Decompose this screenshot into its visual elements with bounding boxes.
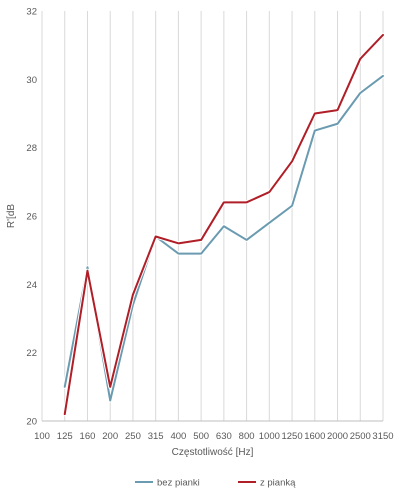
x-tick-label-1250: 1250 bbox=[281, 431, 302, 442]
x-tick-label-160: 160 bbox=[80, 431, 96, 442]
x-tick-label-800: 800 bbox=[239, 431, 255, 442]
series-line-2 bbox=[63, 33, 384, 416]
y-tick-labels: 20 22 24 26 28 30 32 bbox=[26, 7, 37, 428]
x-tick-label-100: 100 bbox=[34, 431, 50, 442]
x-tick-label-125: 125 bbox=[57, 431, 73, 442]
y-tick-label-28: 28 bbox=[26, 143, 37, 154]
y-tick-label-32: 32 bbox=[26, 7, 37, 18]
legend-label-2: z pianką bbox=[260, 478, 296, 489]
x-axis-title: Częstotliwość [Hz] bbox=[172, 447, 254, 458]
x-tick-labels: 100 125 160 200 250 315 400 500 630 800 1000 1250 16… bbox=[34, 431, 394, 442]
x-tick-label-630: 630 bbox=[216, 431, 232, 442]
x-tick-label-3150: 3150 bbox=[372, 431, 393, 442]
legend-label-1: bez pianki bbox=[157, 478, 200, 489]
x-tick-label-1000: 1000 bbox=[259, 431, 280, 442]
y-axis-title: R'[dB bbox=[6, 204, 17, 228]
x-tick-label-1600: 1600 bbox=[304, 431, 325, 442]
y-tick-label-26: 26 bbox=[26, 212, 37, 223]
x-tick-label-250: 250 bbox=[125, 431, 141, 442]
x-tick-label-500: 500 bbox=[193, 431, 209, 442]
grid bbox=[41, 11, 384, 421]
series-lines bbox=[62, 32, 385, 417]
x-tick-label-200: 200 bbox=[102, 431, 118, 442]
x-tick-label-2500: 2500 bbox=[350, 431, 371, 442]
x-tick-label-2000: 2000 bbox=[327, 431, 348, 442]
x-tick-label-315: 315 bbox=[148, 431, 164, 442]
y-tick-label-24: 24 bbox=[26, 280, 37, 291]
x-tick-label-400: 400 bbox=[170, 431, 186, 442]
y-tick-label-22: 22 bbox=[26, 348, 37, 359]
y-tick-label-20: 20 bbox=[26, 417, 37, 428]
series-line-1 bbox=[63, 74, 384, 402]
y-tick-label-30: 30 bbox=[26, 75, 37, 86]
legend: bez pianki z pianką bbox=[135, 478, 296, 489]
